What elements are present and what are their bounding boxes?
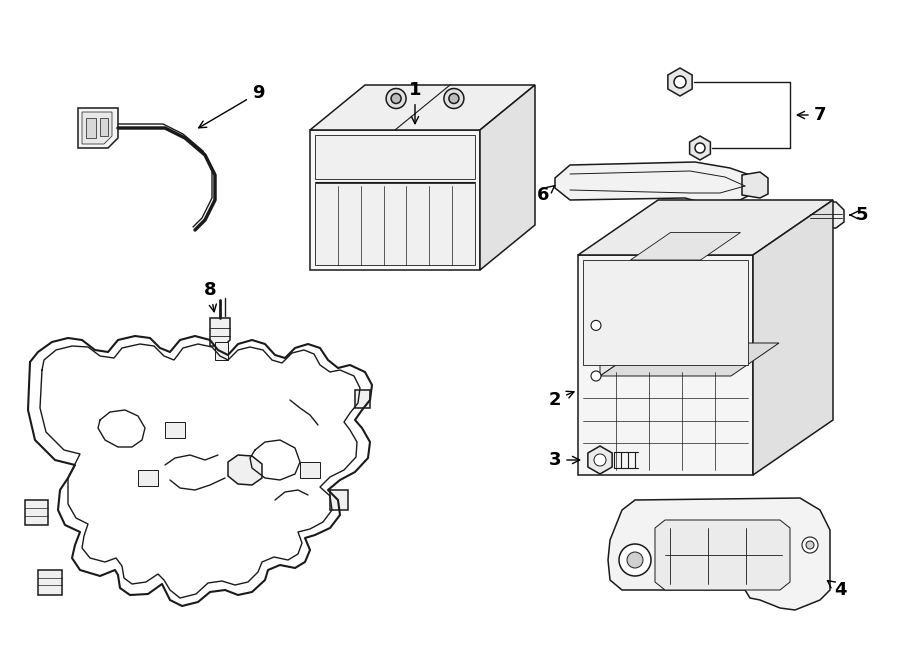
Text: 3: 3 [549, 451, 580, 469]
Polygon shape [300, 462, 320, 478]
Polygon shape [480, 85, 535, 270]
Text: 5: 5 [850, 206, 868, 224]
Polygon shape [600, 343, 779, 376]
Text: 6: 6 [536, 185, 554, 204]
Circle shape [695, 143, 705, 153]
Polygon shape [25, 500, 48, 525]
Polygon shape [82, 112, 112, 144]
Polygon shape [689, 136, 710, 160]
Polygon shape [578, 200, 833, 255]
Polygon shape [310, 85, 535, 130]
Polygon shape [228, 455, 262, 485]
Polygon shape [583, 260, 748, 365]
Polygon shape [742, 172, 768, 198]
Circle shape [806, 541, 814, 549]
Polygon shape [655, 520, 790, 590]
Circle shape [386, 89, 406, 109]
Polygon shape [355, 390, 370, 408]
Polygon shape [753, 200, 833, 475]
Polygon shape [215, 342, 228, 360]
Polygon shape [578, 255, 753, 475]
Polygon shape [310, 130, 480, 270]
Circle shape [627, 552, 643, 568]
Circle shape [444, 89, 464, 109]
Polygon shape [38, 570, 62, 595]
Polygon shape [808, 202, 844, 228]
Circle shape [674, 76, 686, 88]
Circle shape [591, 320, 601, 330]
Circle shape [594, 454, 606, 466]
Text: 8: 8 [203, 281, 216, 312]
Polygon shape [608, 498, 830, 610]
Circle shape [802, 537, 818, 553]
Circle shape [449, 93, 459, 103]
Polygon shape [100, 118, 108, 136]
Polygon shape [631, 232, 741, 260]
Polygon shape [138, 470, 158, 486]
Polygon shape [78, 108, 118, 148]
Circle shape [619, 544, 651, 576]
Text: 2: 2 [549, 391, 574, 409]
Polygon shape [165, 422, 185, 438]
Polygon shape [555, 162, 755, 202]
Polygon shape [86, 118, 96, 138]
Polygon shape [668, 68, 692, 96]
Polygon shape [330, 490, 348, 510]
Text: 1: 1 [409, 81, 421, 124]
Circle shape [392, 93, 401, 103]
Polygon shape [315, 135, 475, 179]
Polygon shape [588, 446, 612, 474]
Text: 9: 9 [199, 84, 265, 128]
Circle shape [591, 371, 601, 381]
Polygon shape [600, 277, 648, 376]
Polygon shape [210, 318, 230, 346]
Text: 4: 4 [827, 581, 846, 599]
Text: 7: 7 [797, 106, 826, 124]
Polygon shape [315, 183, 475, 265]
